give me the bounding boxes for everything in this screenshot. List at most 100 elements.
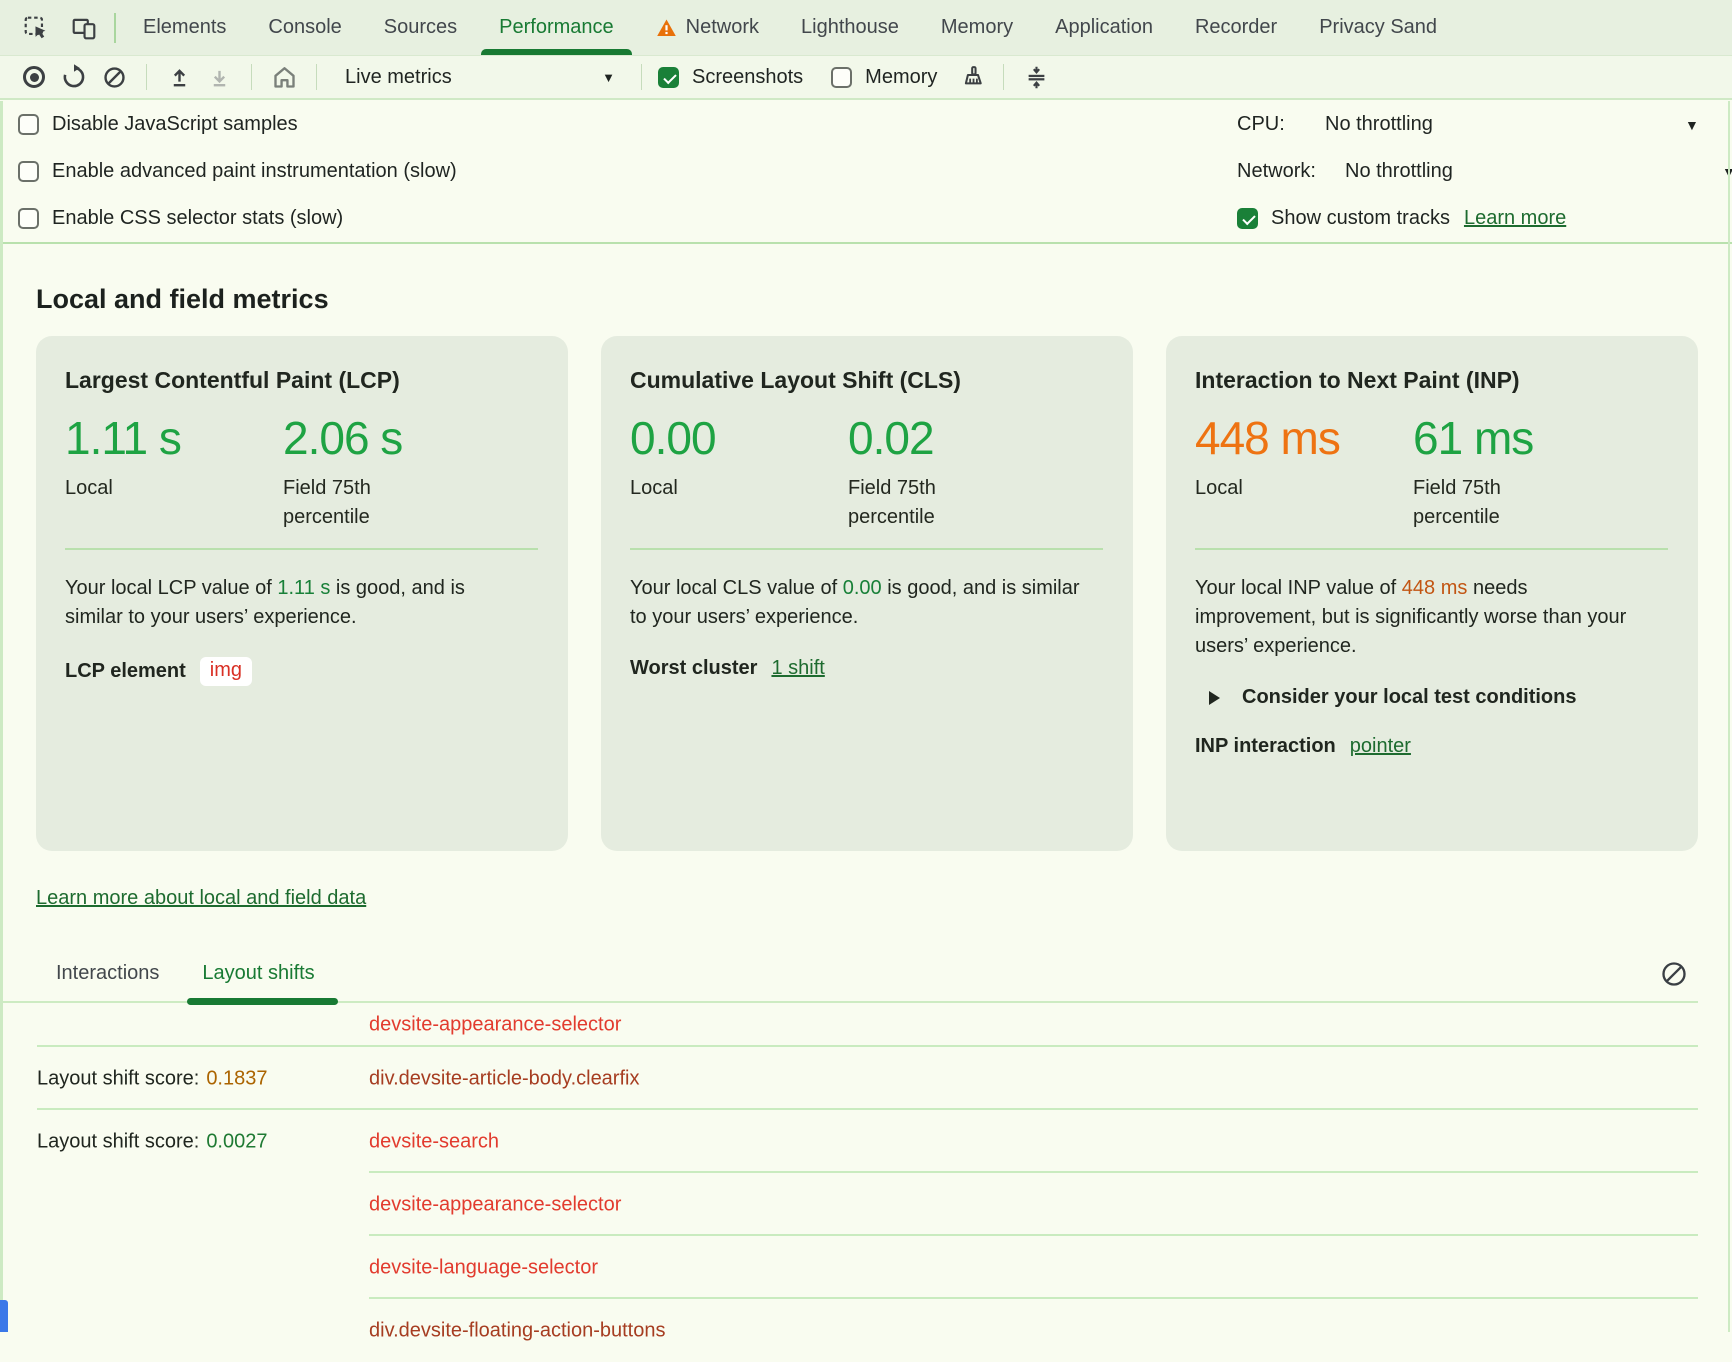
cls-field-label: Field 75th percentile [848, 477, 936, 528]
element-node-link[interactable]: devsite-appearance-selector [369, 1193, 622, 1215]
lcp-local-label: Local [65, 477, 113, 499]
tabbar-separator [114, 12, 116, 43]
cls-card: Cumulative Layout Shift (CLS) 0.00 Local… [601, 336, 1133, 851]
back-to-live-metrics-button[interactable] [264, 59, 304, 95]
tab-elements[interactable]: Elements [122, 0, 247, 55]
block-icon [102, 65, 127, 90]
cpu-throttling-select[interactable]: CPU: No throttling ▼ [1237, 101, 1732, 148]
tab-memory[interactable]: Memory [920, 0, 1034, 55]
tab-network[interactable]: Network [635, 0, 780, 55]
record-button[interactable] [14, 59, 54, 95]
tab-privacy-sandbox[interactable]: Privacy Sand [1298, 0, 1458, 55]
reload-and-record-button[interactable] [54, 59, 94, 95]
tab-label: Layout shifts [202, 962, 315, 984]
tab-interactions[interactable]: Interactions [56, 962, 159, 1001]
layout-shift-row: devsite-appearance-selector [36, 1173, 1698, 1236]
inspect-element-button[interactable] [12, 0, 60, 55]
inp-inline-value: 448 ms [1401, 577, 1468, 599]
memory-toggle[interactable]: Memory [831, 66, 937, 89]
disable-js-samples-checkbox[interactable] [18, 114, 39, 135]
scroll-indicator[interactable] [0, 1300, 8, 1332]
lcp-field-value: 2.06 s [283, 412, 403, 464]
tab-console[interactable]: Console [247, 0, 362, 55]
element-node-link[interactable]: devsite-language-selector [369, 1256, 599, 1278]
custom-tracks-learn-more-link[interactable]: Learn more [1463, 207, 1567, 229]
inp-interaction-link[interactable]: pointer [1349, 735, 1411, 757]
network-throttling-select[interactable]: Network: No throttling ▼ [1237, 148, 1732, 195]
chevron-down-icon: ▼ [602, 69, 615, 85]
cpu-value: No throttling [1325, 113, 1433, 135]
custom-tracks-checkbox[interactable] [1237, 208, 1258, 229]
desc-text: is good, and is similar to your users’ e… [630, 577, 1080, 628]
tab-performance[interactable]: Performance [478, 0, 635, 55]
row-divider [369, 1297, 1698, 1299]
network-label: Network: [1237, 160, 1316, 182]
garbage-collect-button[interactable] [951, 59, 991, 95]
inp-interaction-label: INP interaction [1195, 735, 1336, 757]
save-profile-button[interactable] [199, 59, 239, 95]
toggle-device-toolbar-button[interactable] [60, 0, 108, 55]
css-selector-stats-checkbox[interactable] [18, 208, 39, 229]
cls-card-title: Cumulative Layout Shift (CLS) [630, 367, 961, 393]
tab-lighthouse[interactable]: Lighthouse [780, 0, 920, 55]
tab-label: Network [685, 16, 759, 38]
tab-sources[interactable]: Sources [363, 0, 478, 55]
disable-js-samples-toggle[interactable]: Disable JavaScript samples [0, 101, 1732, 148]
lcp-element-node-link[interactable]: img [199, 657, 253, 686]
load-profile-button[interactable] [159, 59, 199, 95]
screenshots-toggle[interactable]: Screenshots [658, 66, 803, 89]
download-icon [207, 65, 232, 90]
desc-text: Your local CLS value of [630, 577, 843, 599]
card-divider [1195, 548, 1668, 550]
fit-window-button[interactable] [1016, 59, 1056, 95]
worst-cluster-link[interactable]: 1 shift [771, 657, 825, 679]
toolbar-separator [146, 64, 147, 90]
inp-card: Interaction to Next Paint (INP) 448 ms L… [1166, 336, 1698, 851]
layout-shift-row: devsite-language-selector [36, 1236, 1698, 1299]
tab-label: Sources [383, 16, 458, 38]
toolbar-separator [316, 64, 317, 90]
local-field-data-learn-more-link[interactable]: Learn more about local and field data [36, 887, 367, 909]
warning-triangle-icon [656, 18, 677, 38]
element-node-link[interactable]: div.devsite-floating-action-buttons [369, 1319, 666, 1341]
clear-log-button[interactable] [1660, 960, 1688, 988]
desc-text: needs improvement, but is significantly … [1195, 577, 1627, 657]
screenshots-checkbox[interactable] [658, 66, 679, 88]
layout-shift-score: Layout shift score: 0.1837 [37, 1067, 267, 1090]
advanced-paint-toggle[interactable]: Enable advanced paint instrumentation (s… [0, 148, 1732, 195]
row-divider [369, 1234, 1698, 1236]
custom-tracks-label: Show custom tracks [1271, 207, 1450, 229]
chevron-down-icon: ▼ [1722, 163, 1732, 180]
screenshots-label: Screenshots [692, 65, 804, 88]
memory-checkbox[interactable] [831, 66, 853, 88]
score-value: 0.1837 [206, 1067, 268, 1089]
local-test-conditions-expander[interactable]: Consider your local test conditions [1209, 686, 1668, 709]
tab-layout-shifts[interactable]: Layout shifts [187, 962, 339, 1005]
clear-recording-button[interactable] [94, 59, 134, 95]
css-selector-stats-toggle[interactable]: Enable CSS selector stats (slow) [0, 195, 1732, 242]
tab-application[interactable]: Application [1034, 0, 1174, 55]
worst-cluster-label: Worst cluster [630, 657, 758, 679]
cls-local-label: Local [630, 477, 678, 499]
cls-field-value: 0.02 [848, 412, 935, 464]
memory-label: Memory [865, 65, 938, 88]
card-divider [630, 548, 1103, 550]
cls-inline-value: 0.00 [842, 577, 882, 599]
history-dropdown[interactable]: Live metrics ▼ [339, 66, 629, 89]
advanced-paint-checkbox[interactable] [18, 161, 39, 182]
element-node-link[interactable]: devsite-appearance-selector [369, 1013, 622, 1036]
home-icon [271, 64, 298, 91]
cls-description: Your local CLS value of 0.00 is good, an… [630, 574, 1080, 632]
device-toolbar-icon [71, 15, 97, 41]
lcp-local-value: 1.11 s [65, 412, 182, 464]
logs-tabbar: Interactions Layout shifts [0, 960, 1698, 1005]
card-divider [65, 548, 538, 550]
element-node-link[interactable]: div.devsite-article-body.clearfix [369, 1067, 640, 1089]
tab-label: Console [268, 16, 342, 38]
tab-recorder[interactable]: Recorder [1174, 0, 1298, 55]
element-node-link[interactable]: devsite-search [369, 1130, 500, 1152]
inp-description: Your local INP value of 448 ms needs imp… [1195, 574, 1645, 661]
reload-icon [61, 64, 87, 90]
tab-label: Interactions [56, 962, 160, 984]
performance-toolbar: Live metrics ▼ Screenshots Memory [0, 56, 1732, 100]
